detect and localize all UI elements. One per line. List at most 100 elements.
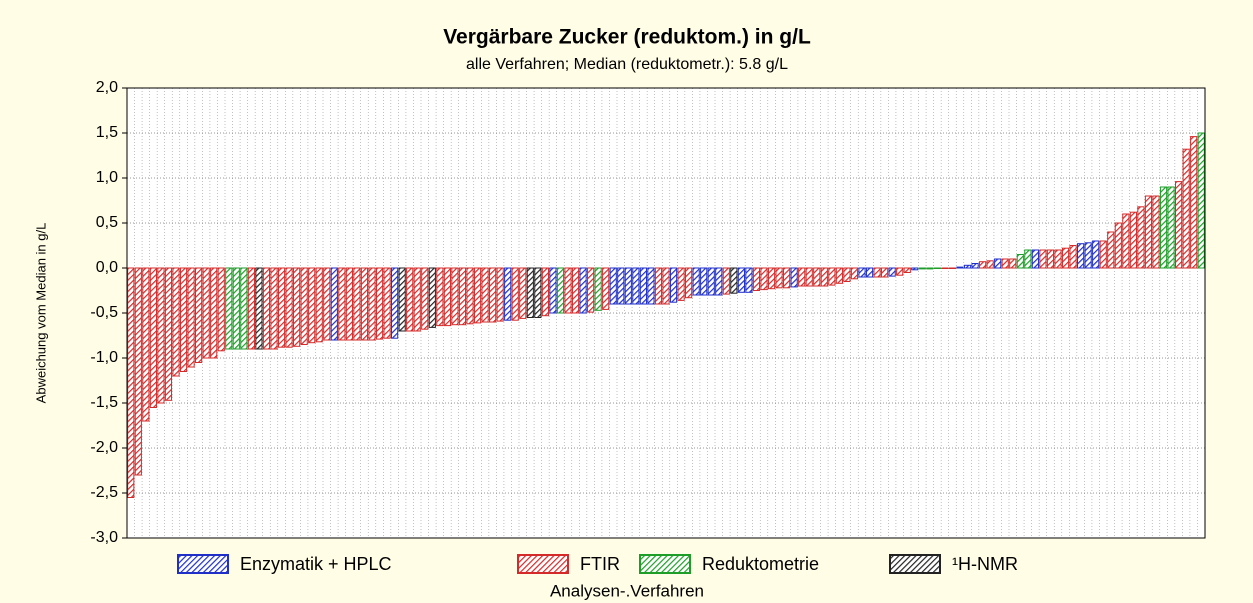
bar bbox=[745, 267, 753, 293]
bar bbox=[669, 267, 678, 303]
bar bbox=[571, 267, 580, 314]
bar bbox=[730, 267, 738, 294]
bar bbox=[911, 267, 919, 271]
bar bbox=[308, 267, 316, 344]
bar bbox=[1016, 254, 1024, 269]
bar bbox=[1107, 231, 1115, 269]
y-tick-label: 0,5 bbox=[96, 214, 118, 231]
y-tick-label: 2,0 bbox=[96, 79, 118, 96]
bar bbox=[858, 267, 866, 278]
bar bbox=[519, 267, 527, 319]
bar bbox=[1122, 213, 1130, 269]
bar bbox=[835, 267, 843, 284]
x-axis-label: Analysen-.Verfahren bbox=[550, 581, 704, 600]
bar bbox=[247, 267, 255, 350]
bar bbox=[896, 267, 904, 276]
bar bbox=[1054, 249, 1062, 269]
bar bbox=[647, 267, 655, 305]
bar bbox=[443, 267, 451, 327]
bar bbox=[164, 267, 173, 401]
bar bbox=[353, 267, 361, 341]
bar bbox=[1077, 243, 1085, 269]
bar bbox=[466, 267, 474, 325]
bar bbox=[217, 267, 225, 352]
bar bbox=[1129, 211, 1137, 269]
bar bbox=[903, 267, 911, 273]
bar bbox=[760, 267, 768, 291]
bar bbox=[1092, 240, 1100, 269]
bar bbox=[270, 267, 278, 350]
bar bbox=[360, 267, 369, 341]
bar bbox=[1039, 249, 1047, 269]
bar bbox=[888, 267, 896, 277]
bar bbox=[828, 267, 836, 286]
bar bbox=[262, 267, 271, 350]
bar bbox=[790, 267, 798, 288]
bar bbox=[473, 267, 482, 324]
bar bbox=[602, 267, 610, 310]
y-tick-label: -1,0 bbox=[90, 349, 118, 366]
bar bbox=[1001, 258, 1009, 269]
y-axis-label: Abweichung vom Median in g/L bbox=[33, 223, 48, 404]
y-tick-label: -3,0 bbox=[90, 529, 118, 546]
bar bbox=[707, 267, 715, 296]
bar bbox=[963, 264, 972, 269]
bar bbox=[1182, 148, 1190, 269]
bar bbox=[662, 267, 670, 305]
bar bbox=[202, 267, 210, 359]
bar bbox=[843, 267, 851, 282]
bar bbox=[489, 267, 497, 323]
bar bbox=[692, 267, 700, 296]
bar bbox=[421, 267, 429, 330]
bar bbox=[783, 267, 791, 289]
bar bbox=[300, 267, 308, 345]
bar bbox=[820, 267, 828, 287]
bar bbox=[330, 267, 338, 341]
bar bbox=[609, 267, 617, 305]
bar bbox=[654, 267, 663, 305]
bar bbox=[933, 267, 941, 269]
bar bbox=[195, 267, 203, 363]
bar bbox=[700, 267, 708, 296]
y-tick-label: 0,0 bbox=[96, 259, 118, 276]
bar bbox=[315, 267, 323, 343]
bar bbox=[225, 267, 233, 350]
bar bbox=[1114, 222, 1122, 269]
bar bbox=[1069, 245, 1077, 269]
bar bbox=[368, 267, 376, 341]
bar bbox=[142, 267, 150, 422]
bar bbox=[737, 267, 745, 293]
bar bbox=[1009, 258, 1017, 269]
legend-swatch bbox=[177, 554, 229, 574]
y-tick-label: 1,5 bbox=[96, 124, 118, 141]
bar bbox=[504, 267, 512, 321]
bar bbox=[941, 267, 949, 269]
y-tick-label: -2,5 bbox=[90, 484, 118, 501]
bar bbox=[1190, 136, 1198, 269]
y-tick-label: -2,0 bbox=[90, 439, 118, 456]
bar bbox=[127, 267, 135, 498]
chart-title: Vergärbare Zucker (reduktom.) in g/L bbox=[443, 26, 811, 49]
bar bbox=[1144, 195, 1153, 269]
legend-swatch bbox=[639, 554, 691, 574]
bar bbox=[1024, 249, 1032, 269]
bar bbox=[881, 267, 889, 278]
bar bbox=[971, 263, 979, 269]
bar bbox=[594, 267, 602, 311]
bar bbox=[481, 267, 489, 323]
y-tick-label: 1,0 bbox=[96, 169, 118, 186]
bar bbox=[187, 267, 195, 368]
bar bbox=[383, 267, 391, 339]
bar bbox=[413, 267, 421, 332]
bar bbox=[1061, 247, 1070, 269]
bar bbox=[391, 267, 399, 339]
bar bbox=[918, 267, 926, 270]
bar bbox=[579, 267, 587, 314]
bar bbox=[979, 261, 987, 269]
bar bbox=[775, 267, 783, 289]
bar bbox=[1152, 195, 1160, 269]
bar bbox=[805, 267, 813, 287]
chart-subtitle: alle Verfahren; Median (reduktometr.): 5… bbox=[466, 56, 788, 73]
bar bbox=[873, 267, 881, 278]
